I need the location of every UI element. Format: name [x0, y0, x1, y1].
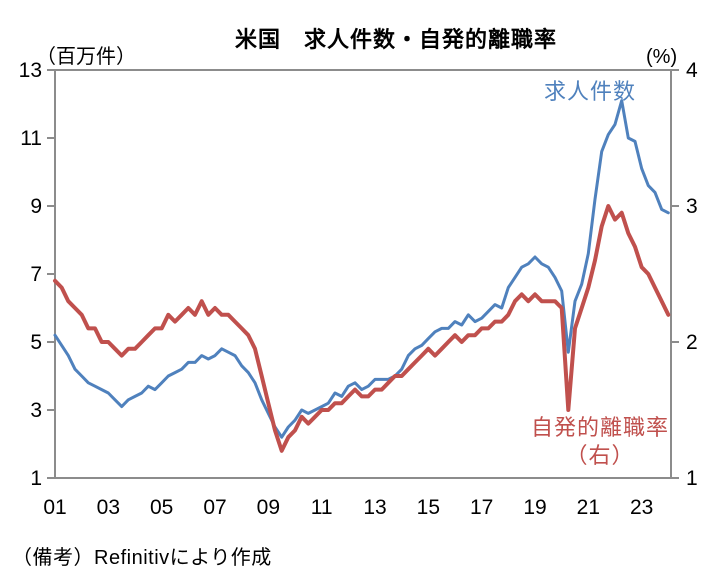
openings-series-label: 求人件数 [544, 79, 637, 104]
y-left-tick-label: 9 [30, 195, 42, 218]
right-axis-unit-label: (%) [646, 46, 678, 68]
y-left-tick-label: 11 [20, 127, 42, 150]
quits-series-label-line2: （右） [565, 443, 635, 468]
quits-series-label-line1: 自発的離職率 [530, 415, 669, 440]
quits-line [53, 204, 671, 453]
x-tick-label: 11 [311, 496, 333, 519]
y-right-tick-label: 3 [686, 195, 698, 218]
x-tick-label: 17 [470, 496, 493, 519]
x-tick-label: 13 [363, 496, 386, 519]
y-right-tick-label: 1 [686, 467, 698, 490]
y-left-tick-label: 13 [19, 59, 42, 82]
y-left-tick-label: 5 [30, 331, 42, 354]
x-tick-label: 03 [97, 496, 120, 519]
openings-line [53, 99, 670, 439]
chart-title: 米国 求人件数・自発的離職率 [234, 27, 557, 52]
x-tick-label: 23 [630, 496, 653, 519]
x-tick-label: 09 [257, 496, 280, 519]
x-tick-label: 15 [417, 496, 440, 519]
x-tick-label: 05 [150, 496, 173, 519]
x-tick-label: 01 [43, 496, 66, 519]
y-left-tick-label: 1 [30, 467, 42, 490]
y-left-tick-label: 7 [30, 263, 42, 286]
x-tick-label: 19 [523, 496, 546, 519]
x-tick-label: 21 [577, 496, 600, 519]
y-right-tick-label: 2 [686, 331, 698, 354]
source-note: （備考）Refinitivにより作成 [12, 547, 272, 569]
x-tick-label: 07 [203, 496, 226, 519]
y-left-tick-label: 3 [30, 399, 42, 422]
quits-series-label: 自発的離職率 （右） [518, 414, 682, 470]
left-axis-unit-label: （百万件） [36, 46, 136, 68]
y-right-tick-label: 4 [686, 59, 698, 82]
